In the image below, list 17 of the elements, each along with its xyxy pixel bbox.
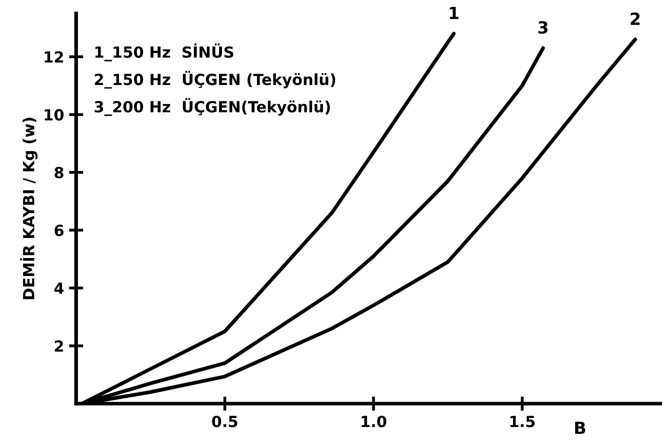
y-tick-label: 8 — [54, 166, 64, 178]
y-tick-label: 2 — [54, 340, 63, 352]
y-axis-title: DEMİR KAYBI / Kg (w) — [20, 118, 38, 300]
series-label: 3 — [538, 21, 548, 34]
x-axis-title: B — [575, 422, 586, 434]
x-tick-label: 1.0 — [362, 416, 386, 428]
x-tick-label: 1.5 — [510, 416, 535, 428]
annotation: 3_200 Hz ÜÇGEN(Tekyönlü) — [94, 98, 330, 116]
series-label: 1 — [450, 6, 458, 20]
y-tick-label: 4 — [54, 282, 64, 294]
y-tick-label: 10 — [44, 109, 64, 121]
x-tick-label: 0.5 — [212, 416, 238, 428]
annotation: 2_150 Hz ÜÇGEN (Tekyönlü) — [94, 70, 336, 89]
y-tick-label: 12 — [44, 51, 63, 63]
y-tick-label: 6 — [54, 224, 64, 236]
annotation: 1_150 Hz SİNÜS — [95, 44, 234, 62]
series-label: 2 — [630, 12, 640, 25]
